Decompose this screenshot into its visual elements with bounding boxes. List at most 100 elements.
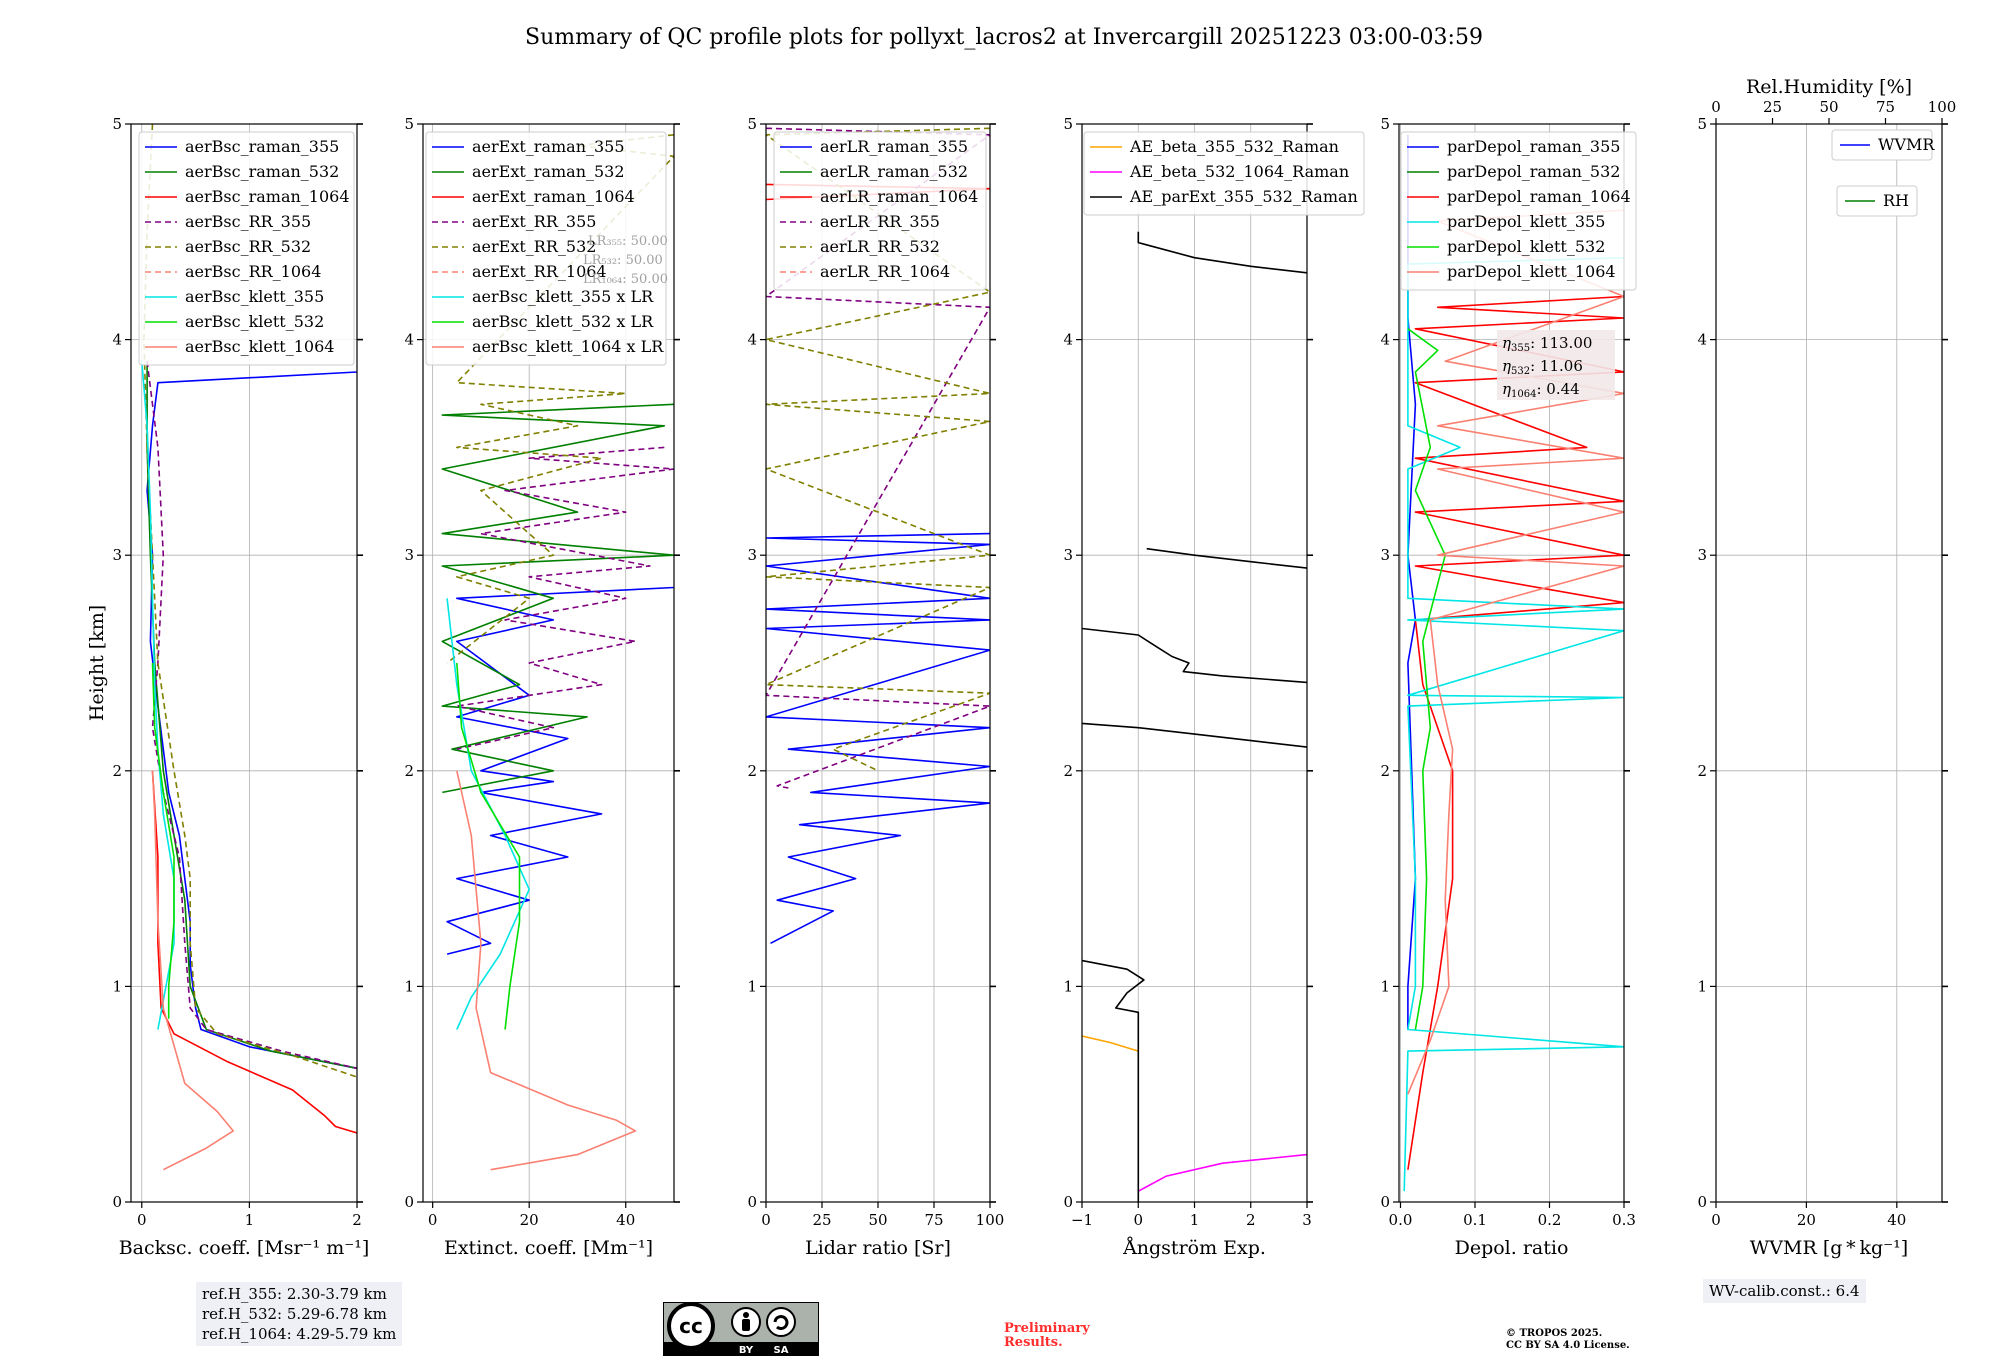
ytick-label-ae-1: 1 [1063,977,1073,995]
legend-box-lr [773,131,987,291]
by-icon-body [742,1319,750,1331]
ylabel-bsc: Height [km] [86,605,108,721]
series-line-ae-beta-532-1064-raman [1137,1153,1307,1192]
xlabel-lr: Lidar ratio [Sr] [805,1237,951,1259]
ext-lr-355-label: LR₃₅₅: 50.00 [588,234,668,249]
legend-label-aerbsc-raman-355: aerBsc_raman_355 [185,137,339,156]
top-tick-label-75: 75 [1876,98,1895,116]
xtick-label-ext-40: 40 [616,1211,635,1229]
legend-label-aerbsc-raman-532: aerBsc_raman_532 [185,162,339,181]
ytick-label-ext-5: 5 [404,115,414,133]
ext-lr-annotations: LR₃₅₅: 50.00 LR₅₃₂: 50.00 LR₁₀₆₄: 50.00 [583,234,668,287]
cc-icon [667,1302,715,1350]
eta-532-text: η532: 11.06 [1502,357,1583,377]
eta-355-symbol: η [1502,334,1511,352]
series-line-pardepol-raman-355 [1407,134,1417,1030]
legend-label-pardepol-raman-532: parDepol_raman_532 [1447,162,1620,181]
legend-label-aerbsc-klett-1064-x-lr: aerBsc_klett_1064 x LR [472,337,664,356]
ytick-label-wv-2: 2 [1697,762,1707,780]
ytick-label-ae-4: 4 [1063,331,1073,349]
legend-label-rh: RH [1883,191,1909,210]
series-ae [1082,231,1307,1202]
ytick-label-bsc-5: 5 [112,115,122,133]
legend-label-aerext-raman-355: aerExt_raman_355 [472,137,625,156]
legend-label-aerbsc-klett-532-x-lr: aerBsc_klett_532 x LR [472,312,654,331]
xtick-label-ae-0: 0 [1133,1211,1143,1229]
axes-frame-bsc [130,123,358,1203]
xtick-label-ae-1: 1 [1190,1211,1200,1229]
ytick-label-bsc-4: 4 [112,331,122,349]
xtick-label-bsc-0: 0 [137,1211,147,1229]
series-line-ae-parext-355-532-raman-4 [1082,959,1145,1202]
eta-annotation-box: η355: 113.00 η532: 11.06 η1064: 0.44 [1497,330,1615,400]
xtick-label-wv-0: 0 [1711,1211,1721,1229]
eta-532-symbol: η [1502,357,1511,375]
xlabel-depol: Depol. ratio [1455,1237,1569,1259]
legend-label-pardepol-klett-1064: parDepol_klett_1064 [1447,262,1616,281]
xtick-label-ext-0: 0 [428,1211,438,1229]
xtick-label-bsc-2: 2 [352,1211,362,1229]
ytick-label-ae-0: 0 [1063,1193,1073,1211]
by-icon-head [743,1312,749,1318]
eta-1064-symbol: η [1502,380,1511,398]
eta-355-text: η355: 113.00 [1502,334,1592,354]
ytick-label-wv-0: 0 [1697,1193,1707,1211]
xtick-label-ae-3: 3 [1302,1211,1312,1229]
series-line-aerbsc-klett-532 [151,662,175,1019]
series-line-aerext-raman-532 [441,403,674,794]
ytick-label-ext-0: 0 [404,1193,414,1211]
xtick-label-bsc-1: 1 [245,1211,255,1229]
ytick-label-bsc-3: 3 [112,546,122,564]
legend-label-aerbsc-klett-355-x-lr: aerBsc_klett_355 x LR [472,287,654,306]
axes-frame-depol [1398,123,1625,1203]
ytick-label-ae-5: 5 [1063,115,1073,133]
series-ext [441,134,674,1171]
cc-by-label: BY [739,1345,754,1356]
panel-depol: 0 1 2 3 4 5 0.0 0.1 0.2 0.3 Depol. ratio parDepol_r… [1380,115,1637,1259]
series-line-pardepol-klett-1064 [1407,209,1624,1095]
ext-lr-532-label: LR₅₃₂: 50.00 [583,253,663,268]
top-tick-label-25: 25 [1763,98,1782,116]
legend-label-aerext-raman-532: aerExt_raman_532 [472,162,625,181]
panel-ext: 0 1 2 3 4 5 0 20 40 Extinct. coeff. [Mm⁻¹] aerExt_… [404,115,680,1259]
top-tick-label-0: 0 [1711,98,1721,116]
prelim-line-1: Preliminary [1004,1321,1090,1336]
legend-label-aerlr-raman-532: aerLR_raman_532 [820,162,968,181]
series-line-pardepol-klett-532 [1407,328,1446,1030]
copyright-line-2: CC BY SA 4.0 License. [1506,1340,1630,1351]
ytick-label-ext-3: 3 [404,546,414,564]
axes-frame-wv [1715,123,1943,1203]
sa-icon [766,1307,796,1337]
ytick-label-depol-2: 2 [1380,762,1390,780]
legend-label-ae-beta-355-532-raman: AE_beta_355_532_Raman [1129,137,1339,156]
series-line-aerbsc-klett-1064-x-lr [456,770,637,1171]
ref-h-1064: ref.H_1064: 4.29-5.79 km [202,1325,397,1343]
xtick-label-lr-25: 25 [812,1211,831,1229]
cc-by-sa-logo: cc BY SA [663,1302,819,1356]
series-line-aerbsc-raman-355 [146,371,357,1070]
ytick-label-bsc-0: 0 [112,1193,122,1211]
legend-box-ae [1083,131,1365,216]
ytick-label-depol-4: 4 [1380,331,1390,349]
xtick-label-lr-50: 50 [868,1211,887,1229]
legend-label-aerext-rr-1064: aerExt_RR_1064 [472,262,607,281]
legend-label-aerext-raman-1064: aerExt_raman_1064 [472,187,635,206]
ytick-label-ext-4: 4 [404,331,414,349]
xtick-label-lr-100: 100 [976,1211,1005,1229]
series-line-aerbsc-klett-355-x-lr [446,598,530,1030]
ext-lr-1064-label: LR₁₀₆₄: 50.00 [583,272,668,287]
eta-1064-text: η1064: 0.44 [1502,380,1580,400]
xtick-label-ext-20: 20 [520,1211,539,1229]
top-axis-label: Rel.Humidity [%] [1746,76,1912,98]
series-depol [1403,134,1624,1192]
eta-355-value: : 113.00 [1530,334,1592,352]
xtick-label-wv-40: 40 [1887,1211,1906,1229]
legend-box-bsc [138,131,355,366]
series-line-pardepol-klett-355 [1403,256,1624,1192]
legend-box-depol [1400,131,1637,291]
xlabel-ext: Extinct. coeff. [Mm⁻¹] [444,1237,653,1259]
cc-sa-label: SA [774,1345,789,1356]
xtick-label-lr-75: 75 [924,1211,943,1229]
